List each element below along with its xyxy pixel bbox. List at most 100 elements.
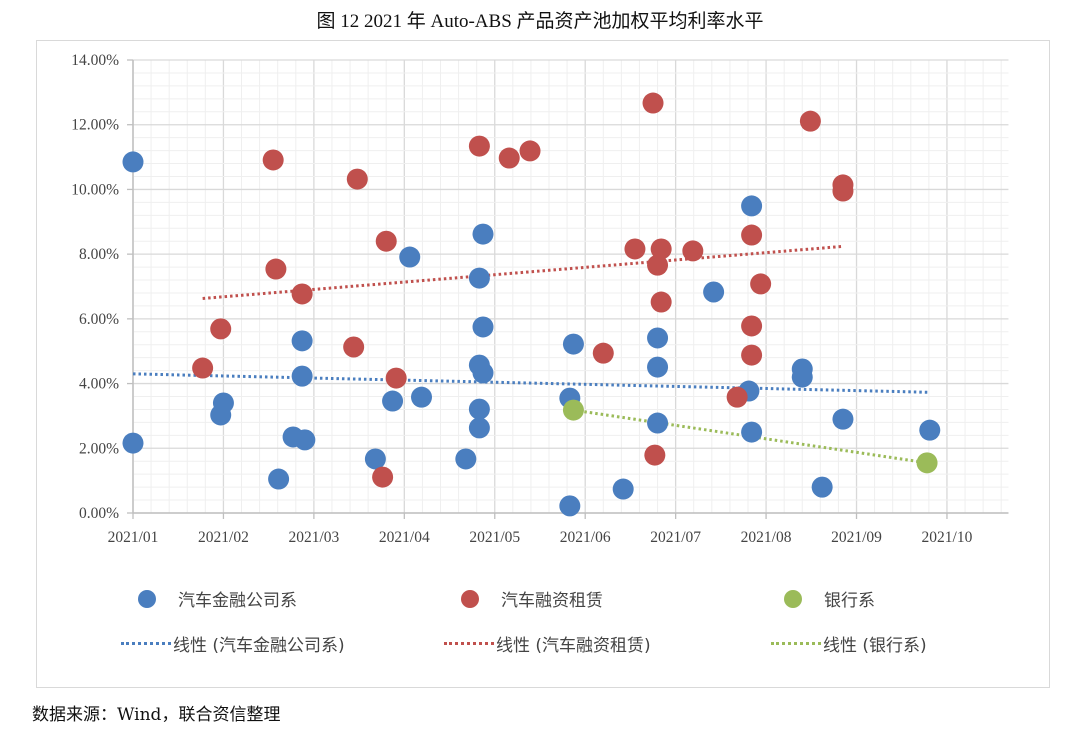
data-point xyxy=(192,357,214,379)
data-point xyxy=(624,238,646,260)
circle-marker-icon xyxy=(138,589,156,608)
x-axis-ticks: 2021/01 2021/02 2021/03 2021/04 2021/05 2021/… xyxy=(108,513,973,546)
data-point xyxy=(519,140,541,162)
x-tick-label: 2021/05 xyxy=(469,529,520,546)
dotted-line-icon xyxy=(444,642,494,645)
data-point xyxy=(472,223,494,245)
x-tick-label: 2021/08 xyxy=(741,529,792,546)
data-point xyxy=(346,168,368,190)
data-point xyxy=(650,238,672,260)
data-point xyxy=(612,478,634,500)
data-point xyxy=(703,281,725,303)
legend-label: 汽车融资租赁 xyxy=(501,591,603,611)
legend-label: 线性 (银行系) xyxy=(823,636,927,656)
trendlines xyxy=(132,244,930,465)
legend-item-bank: 银行系 xyxy=(784,586,875,611)
data-point xyxy=(647,356,669,378)
data-point xyxy=(919,419,941,441)
trendline xyxy=(132,372,930,394)
data-point xyxy=(562,399,584,421)
data-source-note: 数据来源：Wind，联合资信整理 xyxy=(32,705,281,725)
data-point xyxy=(291,330,313,352)
data-point xyxy=(262,149,284,171)
data-point xyxy=(811,476,833,498)
data-point xyxy=(364,448,386,470)
data-point xyxy=(799,110,821,132)
data-point xyxy=(291,365,313,387)
y-tick-label: 4.00% xyxy=(79,376,119,393)
legend-label: 线性 (汽车融资租赁) xyxy=(496,636,651,656)
dotted-line-icon xyxy=(121,642,171,645)
legend-item-trend-auto-finance: 线性 (汽车金融公司系) xyxy=(121,631,345,656)
data-point xyxy=(682,240,704,262)
data-point xyxy=(372,466,394,488)
legend-label: 汽车金融公司系 xyxy=(178,591,297,611)
y-tick-label: 6.00% xyxy=(79,311,119,328)
circle-marker-icon xyxy=(461,589,479,608)
data-point xyxy=(741,195,763,217)
data-points xyxy=(122,92,941,517)
legend-label: 线性 (汽车金融公司系) xyxy=(173,636,345,656)
data-point xyxy=(650,291,672,313)
data-point xyxy=(455,448,477,470)
y-tick-label: 8.00% xyxy=(79,246,119,263)
y-tick-label: 2.00% xyxy=(79,440,119,457)
chart-title: 图 12 2021 年 Auto-ABS 产品资产池加权平均利率水平 xyxy=(316,11,764,32)
y-axis-ticks: 0.00% 2.00% 4.00% 6.00% 8.00% 10.00% 12.00% 14.… xyxy=(71,52,133,522)
data-point xyxy=(382,390,404,412)
data-point xyxy=(916,452,938,474)
legend-item-trend-bank: 线性 (银行系) xyxy=(771,631,927,656)
data-point xyxy=(291,283,313,305)
data-point xyxy=(212,392,234,414)
data-point xyxy=(472,362,494,384)
legend-item-trend-auto-leasing: 线性 (汽车融资租赁) xyxy=(444,631,651,656)
circle-marker-icon xyxy=(784,589,802,608)
data-point xyxy=(399,246,421,268)
legend-item-auto-finance: 汽车金融公司系 xyxy=(138,586,297,611)
legend-label: 银行系 xyxy=(824,591,875,611)
data-point xyxy=(294,429,316,451)
data-point xyxy=(122,432,144,454)
data-point xyxy=(343,336,365,358)
data-point xyxy=(468,267,490,289)
data-point xyxy=(468,417,490,439)
data-point xyxy=(741,315,763,337)
data-point xyxy=(647,412,669,434)
y-tick-label: 12.00% xyxy=(71,117,119,134)
y-tick-label: 10.00% xyxy=(71,181,119,198)
x-tick-label: 2021/06 xyxy=(560,529,611,546)
data-point xyxy=(268,468,290,490)
data-point xyxy=(644,444,666,466)
x-tick-label: 2021/01 xyxy=(108,529,159,546)
legend-item-auto-leasing: 汽车融资租赁 xyxy=(461,586,603,611)
data-point xyxy=(741,421,763,443)
data-point xyxy=(647,327,669,349)
y-tick-label: 0.00% xyxy=(79,505,119,522)
data-point xyxy=(642,92,664,114)
x-tick-label: 2021/09 xyxy=(831,529,882,546)
data-point xyxy=(210,318,232,340)
data-point xyxy=(472,316,494,338)
data-point xyxy=(741,344,763,366)
data-point xyxy=(592,342,614,364)
dotted-line-icon xyxy=(771,642,821,645)
x-tick-label: 2021/03 xyxy=(288,529,339,546)
data-point xyxy=(832,180,854,202)
x-tick-label: 2021/07 xyxy=(650,529,701,546)
y-tick-label: 14.00% xyxy=(71,52,119,69)
data-point xyxy=(559,495,581,517)
data-point xyxy=(832,408,854,430)
data-point xyxy=(468,398,490,420)
gridlines xyxy=(132,59,1009,514)
data-point xyxy=(750,273,772,295)
data-point xyxy=(411,386,433,408)
data-point xyxy=(385,367,407,389)
data-point xyxy=(562,333,584,355)
chart-frame xyxy=(36,40,1050,688)
trendline xyxy=(573,408,928,465)
data-point xyxy=(122,151,144,173)
x-tick-label: 2021/04 xyxy=(379,529,430,546)
x-tick-label: 2021/10 xyxy=(922,529,973,546)
data-point xyxy=(741,224,763,246)
